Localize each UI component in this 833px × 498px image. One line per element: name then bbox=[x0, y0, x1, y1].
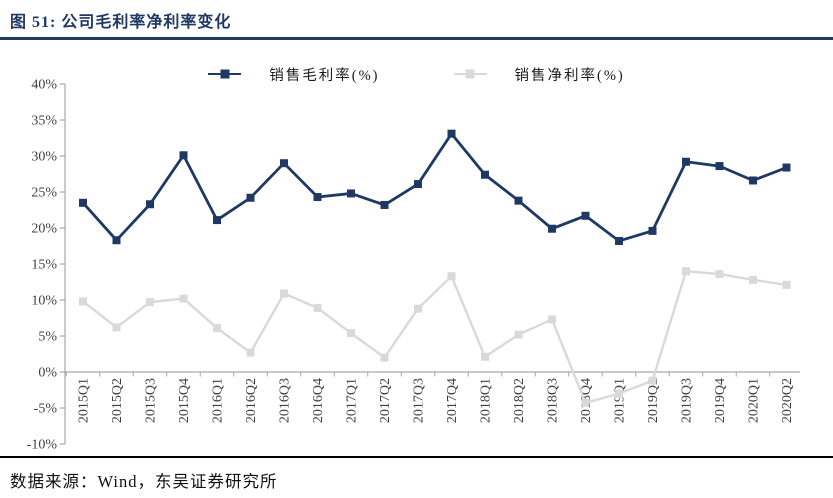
x-tick-label: 2015Q4 bbox=[177, 378, 192, 423]
y-tick-label: 25% bbox=[31, 185, 57, 200]
x-tick-label: 2016Q2 bbox=[244, 378, 259, 423]
gross-margin-line bbox=[81, 130, 788, 243]
net-margin-data-point bbox=[347, 328, 355, 337]
net-margin-data-point bbox=[581, 398, 590, 407]
gross-margin-data-point bbox=[782, 163, 791, 172]
y-tick-label: 35% bbox=[31, 113, 57, 128]
gross-margin-legend-marker-icon bbox=[220, 69, 230, 79]
y-tick-label: 40% bbox=[31, 77, 57, 92]
x-tick-label: 2017Q2 bbox=[378, 378, 393, 423]
chart-legend: 销售毛利率(%) 销售净利率(%) bbox=[0, 64, 833, 85]
x-tick-label: 2018Q1 bbox=[479, 378, 494, 423]
gross-margin-data-point bbox=[715, 161, 724, 170]
x-tick-label: 2019Q1 bbox=[613, 378, 628, 423]
x-tick-label: 2015Q2 bbox=[110, 378, 125, 423]
gross-margin-data-point bbox=[179, 150, 188, 159]
x-tick-label: 2016Q1 bbox=[211, 378, 226, 423]
gross-margin-data-point bbox=[648, 226, 657, 235]
gross-margin-data-point bbox=[682, 157, 690, 166]
x-tick-label: 2017Q1 bbox=[345, 378, 360, 423]
title-divider bbox=[0, 37, 833, 40]
gross-margin-data-point bbox=[246, 193, 255, 202]
gross-margin-data-point bbox=[749, 175, 757, 184]
footer-divider bbox=[0, 455, 833, 458]
net-margin-data-point bbox=[79, 296, 87, 305]
net-margin-line bbox=[82, 269, 787, 404]
y-tick-label: -10% bbox=[27, 437, 58, 452]
net-margin-data-point bbox=[179, 294, 188, 303]
gross-margin-data-point bbox=[514, 196, 523, 205]
x-tick-label: 2019Q3 bbox=[680, 378, 695, 423]
gross-margin-data-point bbox=[615, 236, 623, 245]
gross-margin-data-point bbox=[414, 179, 422, 188]
gross-margin-data-point bbox=[79, 198, 87, 207]
legend-item-net-margin: 销售净利率(%) bbox=[453, 64, 625, 85]
gross-margin-data-point bbox=[481, 170, 489, 179]
net-margin-data-point bbox=[380, 353, 389, 362]
net-margin-data-point bbox=[414, 304, 422, 313]
gross-margin-data-point bbox=[146, 199, 154, 208]
gross-margin-data-point bbox=[548, 224, 556, 233]
net-margin-legend-label: 销售净利率(%) bbox=[514, 67, 625, 84]
x-tick-label: 2015Q1 bbox=[77, 378, 92, 423]
x-tick-label: 2020Q1 bbox=[747, 378, 762, 423]
x-tick-label: 2020Q2 bbox=[780, 378, 795, 423]
y-tick-label: 0% bbox=[38, 365, 57, 380]
gross-margin-data-point bbox=[213, 215, 221, 224]
gross-margin-data-point bbox=[380, 200, 389, 209]
x-tick-label: 2019Q4 bbox=[713, 378, 728, 423]
x-tick-label: 2018Q3 bbox=[546, 378, 561, 423]
gross-margin-data-point bbox=[112, 235, 121, 244]
x-tick-label: 2016Q4 bbox=[311, 378, 326, 423]
y-tick-label: 15% bbox=[31, 257, 57, 272]
chart-area: 40% 35% 30% 25% 20% 15% 10% 5% 0% -5% -10% 2015Q1 20… bbox=[0, 40, 833, 456]
x-tick-label: 2015Q3 bbox=[144, 378, 159, 423]
gross-margin-data-point bbox=[313, 192, 322, 201]
x-tick-label: 2017Q3 bbox=[412, 378, 427, 423]
x-tick-label: 2017Q4 bbox=[445, 378, 460, 423]
net-margin-data-point bbox=[481, 352, 489, 361]
net-margin-data-point bbox=[715, 269, 724, 278]
net-margin-data-point bbox=[246, 348, 255, 357]
net-margin-data-point bbox=[682, 266, 690, 275]
net-margin-data-point bbox=[514, 330, 523, 339]
net-margin-data-point bbox=[648, 376, 657, 385]
chart-title: 图 51: 公司毛利率净利率变化 bbox=[10, 14, 232, 31]
y-tick-label: -5% bbox=[34, 401, 58, 416]
x-tick-label: 2019Q2 bbox=[646, 378, 661, 423]
gross-margin-data-point bbox=[347, 188, 355, 197]
net-margin-data-point bbox=[146, 297, 154, 306]
y-tick-label: 10% bbox=[31, 293, 57, 308]
net-margin-legend-marker-icon bbox=[465, 69, 475, 79]
legend-item-gross-margin: 销售毛利率(%) bbox=[208, 64, 379, 85]
y-tick-label: 30% bbox=[31, 149, 57, 164]
gross-margin-legend-line-icon bbox=[208, 69, 242, 79]
net-margin-data-point bbox=[112, 322, 121, 331]
net-margin-data-point bbox=[749, 275, 757, 284]
gross-margin-data-point bbox=[447, 129, 456, 138]
net-margin-data-point bbox=[615, 389, 623, 398]
net-margin-legend-line-icon bbox=[453, 69, 487, 79]
gross-margin-legend-label: 销售毛利率(%) bbox=[269, 67, 380, 84]
net-margin-data-point bbox=[548, 314, 556, 323]
gross-margin-data-point bbox=[581, 211, 590, 220]
net-margin-data-point bbox=[447, 271, 456, 280]
net-margin-data-point bbox=[313, 303, 322, 312]
gross-margin-data-point bbox=[280, 158, 288, 167]
plot-area: 40% 35% 30% 25% 20% 15% 10% 5% 0% -5% -10% 2015Q1 20… bbox=[27, 77, 800, 452]
net-margin-data-point bbox=[213, 323, 221, 332]
net-margin-data-point bbox=[280, 289, 288, 298]
net-margin-data-point bbox=[782, 280, 791, 289]
data-source-note: 数据来源：Wind，东吴证券研究所 bbox=[10, 471, 278, 491]
x-tick-label: 2016Q3 bbox=[278, 378, 293, 423]
y-tick-label: 5% bbox=[38, 329, 57, 344]
x-tick-label: 2018Q2 bbox=[512, 378, 527, 423]
y-tick-label: 20% bbox=[31, 221, 57, 236]
